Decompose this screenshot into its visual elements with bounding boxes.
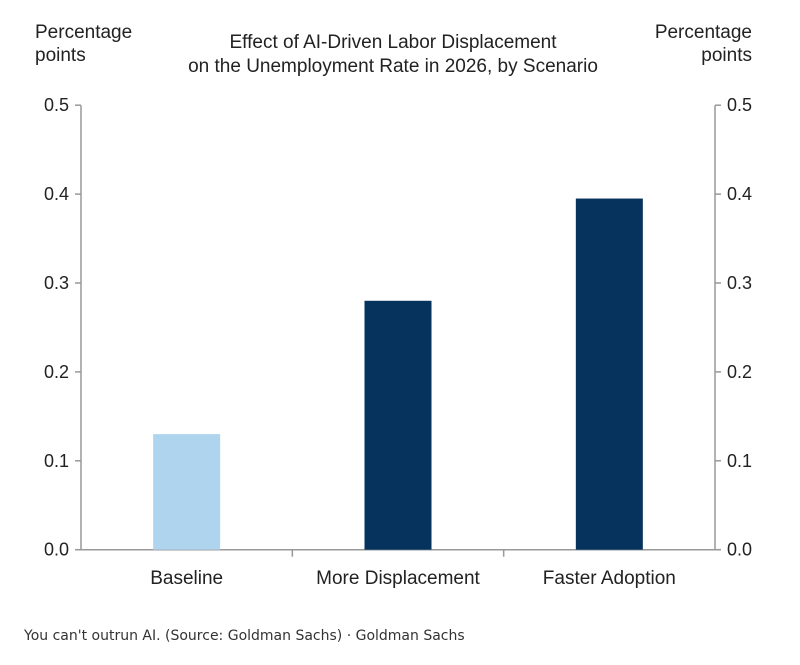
bar-chart: 0.0 0.0 0.1 0.1 0.2 0.2 0.3 0.3 0.4 0.4 0.5 0.5 Base… xyxy=(35,22,752,589)
left-tick-label: 0.5 xyxy=(44,95,69,115)
x-tick-label: More Displacement xyxy=(316,568,480,589)
bar-more-displacement xyxy=(364,300,432,550)
left-axis-label: Percentage xyxy=(35,22,132,43)
bar-faster-adoption xyxy=(575,198,643,550)
right-axis-label: points xyxy=(701,45,752,66)
right-tick-label: 0.1 xyxy=(727,451,752,471)
left-tick-label: 0.4 xyxy=(44,184,69,204)
chart-title-line: on the Unemployment Rate in 2026, by Sce… xyxy=(188,56,598,77)
x-tick-label: Faster Adoption xyxy=(543,568,676,589)
left-tick-label: 0.0 xyxy=(44,540,69,560)
right-tick-label: 0.5 xyxy=(727,95,752,115)
left-tick-label: 0.3 xyxy=(44,273,69,293)
left-tick-label: 0.1 xyxy=(44,451,69,471)
right-tick-label: 0.4 xyxy=(727,184,752,204)
chart-title-line: Effect of AI-Driven Labor Displacement xyxy=(229,32,557,53)
x-tick-label: Baseline xyxy=(150,568,223,589)
left-axis-label: points xyxy=(35,45,86,66)
right-tick-label: 0.0 xyxy=(727,540,752,560)
caption: You can't outrun AI. (Source: Goldman Sa… xyxy=(24,628,465,644)
left-tick-label: 0.2 xyxy=(44,362,69,382)
right-axis-label: Percentage xyxy=(655,22,752,43)
bar-baseline xyxy=(153,434,221,550)
right-tick-label: 0.3 xyxy=(727,273,752,293)
right-tick-label: 0.2 xyxy=(727,362,752,382)
